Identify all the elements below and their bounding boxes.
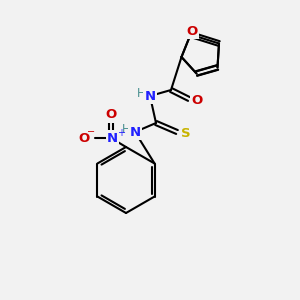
Text: +: +	[117, 128, 124, 138]
Text: O: O	[191, 94, 202, 107]
Text: O: O	[186, 25, 198, 38]
Text: N: N	[129, 125, 141, 139]
Text: O: O	[78, 131, 90, 145]
Text: H: H	[137, 86, 146, 100]
Text: −: −	[87, 127, 95, 137]
Text: H: H	[122, 122, 131, 136]
Text: N: N	[107, 131, 118, 145]
Text: N: N	[144, 89, 156, 103]
Text: O: O	[105, 108, 117, 122]
Text: S: S	[181, 127, 190, 140]
